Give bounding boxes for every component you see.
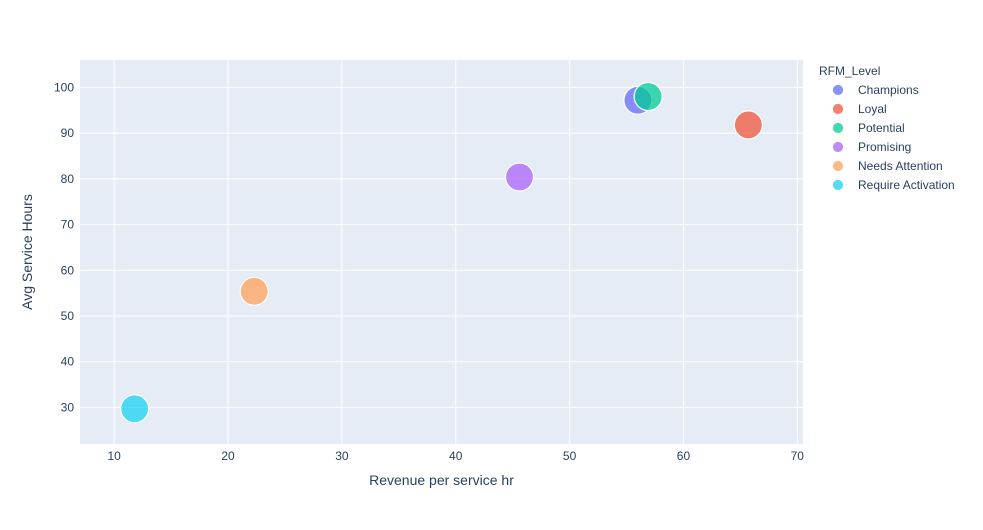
legend-item-loyal[interactable]: Loyal bbox=[832, 102, 887, 116]
legend-marker bbox=[832, 84, 844, 96]
y-tick-label: 100 bbox=[54, 80, 74, 94]
y-tick-label: 30 bbox=[61, 400, 75, 414]
legend-label: Needs Attention bbox=[858, 159, 943, 173]
legend-label: Champions bbox=[858, 83, 919, 97]
y-tick-label: 70 bbox=[61, 218, 75, 232]
y-axis-title: Avg Service Hours bbox=[19, 194, 35, 310]
legend-marker bbox=[832, 179, 844, 191]
y-tick-label: 60 bbox=[61, 263, 75, 277]
legend-item-champions[interactable]: Champions bbox=[832, 83, 919, 97]
y-tick-label: 90 bbox=[61, 126, 75, 140]
x-tick-label: 50 bbox=[563, 449, 577, 463]
legend-marker bbox=[832, 103, 844, 115]
legend-label: Require Activation bbox=[858, 178, 955, 192]
data-point-require-activation[interactable] bbox=[120, 394, 150, 424]
x-tick-label: 30 bbox=[335, 449, 349, 463]
x-tick-label: 20 bbox=[221, 449, 235, 463]
x-axis-title: Revenue per service hr bbox=[369, 472, 514, 488]
data-point-loyal[interactable] bbox=[733, 110, 763, 140]
x-tick-label: 40 bbox=[449, 449, 463, 463]
legend-label: Loyal bbox=[858, 102, 887, 116]
y-tick-label: 40 bbox=[61, 355, 75, 369]
y-tick-label: 80 bbox=[61, 172, 75, 186]
legend-marker bbox=[832, 160, 844, 172]
legend-item-potential[interactable]: Potential bbox=[832, 121, 905, 135]
legend[interactable]: RFM_Level Champions Loyal Potential Promisi… bbox=[819, 64, 955, 192]
legend-label: Potential bbox=[858, 121, 905, 135]
data-point-promising[interactable] bbox=[504, 162, 535, 192]
y-tick-label: 50 bbox=[61, 309, 75, 323]
legend-title: RFM_Level bbox=[819, 64, 880, 78]
legend-label: Promising bbox=[858, 140, 911, 154]
x-tick-label: 10 bbox=[107, 449, 121, 463]
x-tick-label: 70 bbox=[791, 449, 805, 463]
grid bbox=[80, 60, 803, 444]
y-axis-ticks: 30 40 50 60 70 80 90 100 bbox=[54, 80, 74, 414]
data-point-potential[interactable] bbox=[633, 81, 663, 112]
x-tick-label: 60 bbox=[677, 449, 691, 463]
plot-area bbox=[80, 60, 803, 444]
legend-item-needs-attention[interactable]: Needs Attention bbox=[832, 159, 943, 173]
legend-items[interactable]: Champions Loyal Potential Promising Needs At… bbox=[832, 83, 955, 192]
legend-item-promising[interactable]: Promising bbox=[832, 140, 912, 154]
legend-item-require-activation[interactable]: Require Activation bbox=[832, 178, 955, 192]
data-point-needs-attention[interactable] bbox=[239, 276, 269, 306]
data-points bbox=[120, 81, 763, 424]
legend-marker bbox=[832, 122, 844, 134]
legend-marker bbox=[832, 141, 844, 153]
x-axis-ticks: 10 20 30 40 50 60 70 bbox=[107, 449, 804, 463]
